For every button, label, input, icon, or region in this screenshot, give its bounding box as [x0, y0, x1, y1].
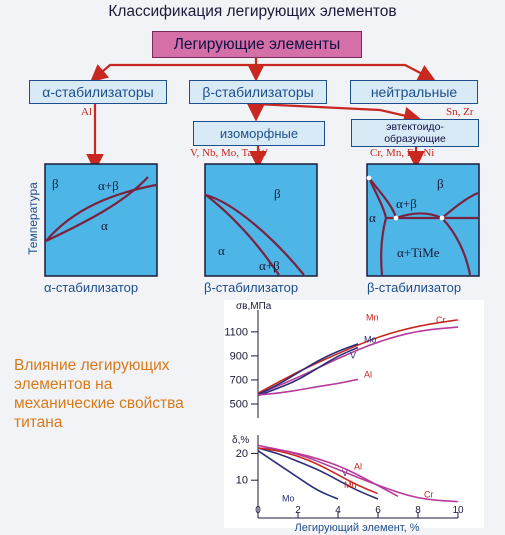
- series-line-mn: [257, 319, 459, 394]
- series-line-v: [257, 447, 379, 500]
- series-label-mn: Mn: [366, 312, 379, 322]
- x-tick-label: 6: [375, 505, 381, 516]
- series-label-mo: Mo: [364, 335, 377, 345]
- neutral-box: нейтральные: [350, 80, 478, 104]
- x-tick-label: 8: [415, 505, 421, 516]
- caption-alpha-stabilizer: α-стабилизатор: [44, 280, 139, 295]
- phase-alpha: α: [218, 243, 225, 258]
- influence-text: Влияние легирующих элементов на механиче…: [14, 357, 184, 431]
- alpha-stabilizers-label: α-стабилизаторы: [42, 84, 154, 100]
- phase-diagram-alpha: [44, 163, 158, 277]
- eutectoid-box: эвтектоидо- образующие: [351, 119, 479, 147]
- phase-beta: β: [274, 186, 281, 201]
- root-label: Легирующие элементы: [173, 36, 341, 53]
- boundary-right: [205, 193, 305, 276]
- point: [366, 175, 372, 181]
- x-axis-title: Легирующий элемент, %: [294, 522, 419, 534]
- phase-alpha: α: [369, 210, 376, 225]
- series-line-mo: [257, 343, 359, 396]
- series-label-cr: Cr: [424, 490, 434, 500]
- root-box: Легирующие элементы: [152, 31, 362, 58]
- phase-beta: β: [437, 176, 444, 191]
- alpha-elements: Al: [81, 106, 92, 118]
- arrow-root-neutral: [256, 63, 436, 82]
- phase-beta: β: [52, 176, 59, 191]
- y-tick-label: 1100: [224, 326, 248, 338]
- series-label-cr: Cr: [436, 315, 446, 325]
- y-tick-label: 500: [230, 398, 248, 410]
- boundary-left: [205, 194, 280, 276]
- eutectoid-label: эвтектоидо- образующие: [384, 121, 446, 145]
- y-tick-label: 900: [230, 350, 248, 362]
- point: [393, 215, 399, 221]
- arrow-beta-eutectoid: [255, 102, 422, 125]
- series-label-mn: Mn: [344, 480, 357, 490]
- x-tick-label: 2: [295, 505, 301, 516]
- arrow-root-alpha: [90, 63, 256, 83]
- series-label-al: Al: [354, 461, 362, 471]
- series-line-cr: [257, 444, 459, 503]
- neutral-label: нейтральные: [370, 84, 458, 100]
- isomorphic-label: изоморфные: [219, 126, 299, 141]
- y-tick-label: 10: [236, 475, 248, 487]
- caption-beta-stabilizer-1: β-стабилизатор: [204, 280, 299, 295]
- boundary-upper: [45, 183, 157, 242]
- series-label-mo: Mo: [282, 494, 295, 504]
- series-line-mn: [257, 447, 379, 495]
- series-line-mo: [257, 450, 339, 500]
- eutectoid-elements: Cr, Mn, Fe, Ni: [370, 147, 435, 159]
- series-label-al: Al: [364, 370, 372, 380]
- y-tick-label: 20: [236, 448, 248, 460]
- series-label-v: V: [342, 468, 348, 478]
- beta-stabilizers-box: β-стабилизаторы: [189, 80, 327, 104]
- series-line-al: [257, 378, 359, 396]
- y-tick-label: 700: [230, 374, 248, 386]
- beta-stabilizers-label: β-стабилизаторы: [202, 84, 314, 100]
- series-line-v: [257, 346, 359, 397]
- point: [439, 215, 445, 221]
- alpha-stabilizers-box: α-стабилизаторы: [29, 80, 167, 104]
- chart-background: [224, 300, 484, 528]
- isomorphic-elements: V, Nb, Mo, Ta, W: [190, 147, 269, 159]
- boundary-lower: [45, 176, 149, 242]
- phase-alpha-beta: α+β: [98, 178, 119, 193]
- page-title: Классификация легирующих элементов: [108, 3, 397, 20]
- x-tick-label: 10: [452, 505, 464, 516]
- series-line-cr: [257, 326, 459, 396]
- phase-alpha-time: α+TiMe: [397, 245, 440, 260]
- y-axis-title: σв,МПа: [236, 301, 272, 312]
- phase-alpha-beta: α+β: [259, 258, 280, 273]
- isomorphic-box: изоморфные: [193, 121, 325, 146]
- phase-alpha-beta: α+β: [396, 196, 417, 211]
- phase-diagram-beta-eutectoid: [366, 163, 480, 277]
- series-label-v: V: [350, 350, 356, 360]
- neutral-elements: Sn, Zr: [446, 106, 474, 118]
- x-tick-label: 4: [335, 505, 341, 516]
- phase-diagram-beta-isomorphic: [204, 163, 318, 277]
- boundary-upper: [368, 177, 479, 220]
- phase-alpha: α: [101, 218, 108, 233]
- caption-beta-stabilizer-2: β-стабилизатор: [367, 280, 462, 295]
- y-axis-title: δ,%: [232, 435, 249, 446]
- boundary-right: [441, 217, 472, 276]
